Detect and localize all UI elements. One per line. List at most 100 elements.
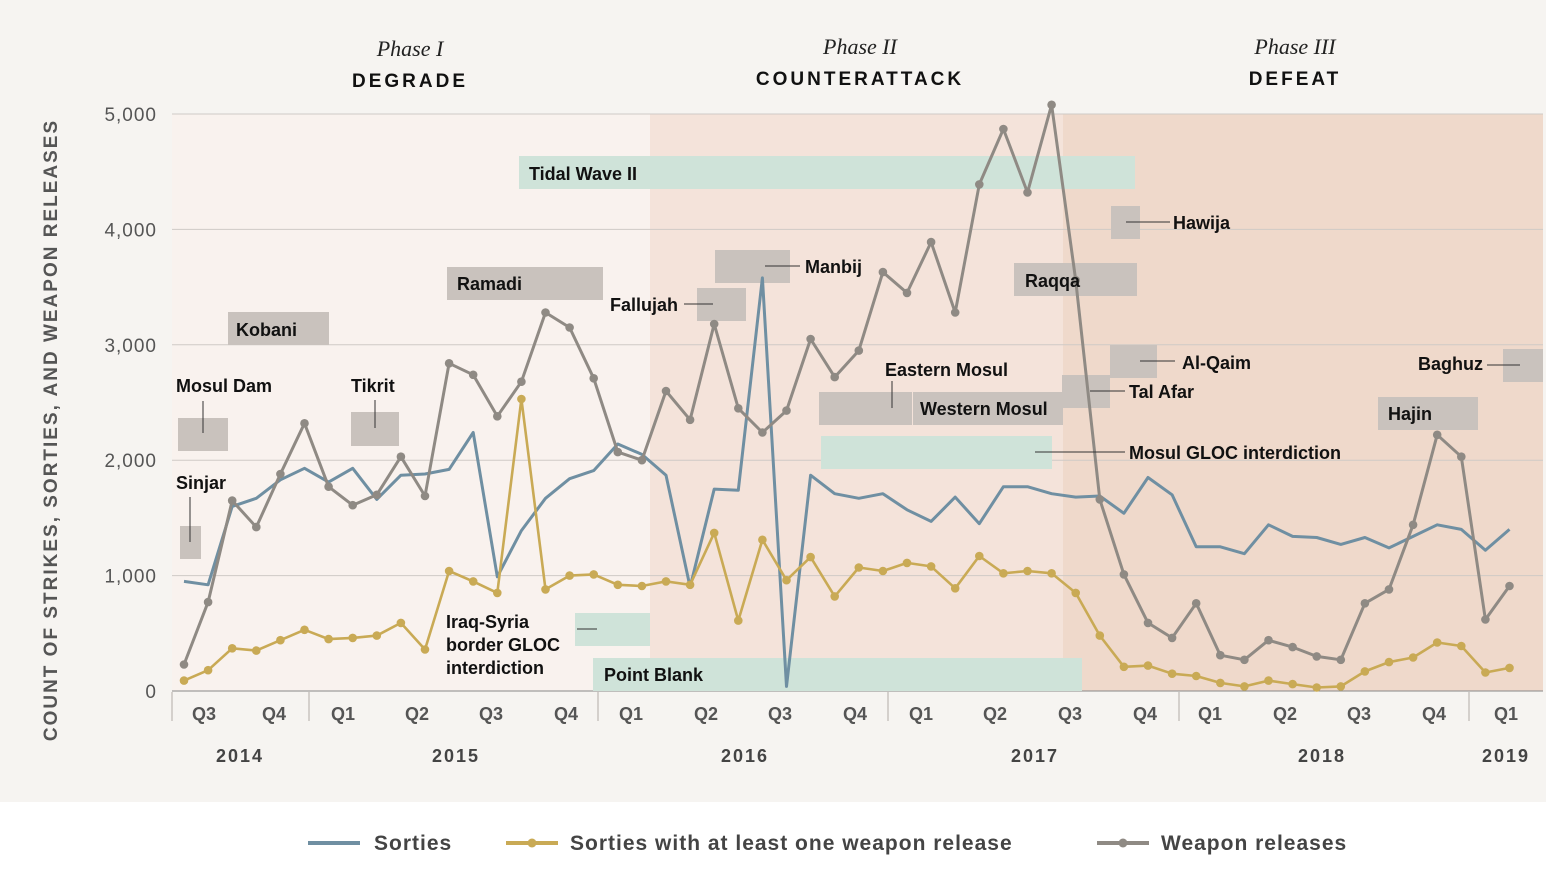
y-tick-label: 4,000 (104, 220, 157, 241)
legend: Sorties Sorties with at least one weapon… (308, 832, 1347, 855)
data-point-weapon-releases (999, 124, 1008, 134)
baghuz-label: Baghuz (1418, 354, 1483, 374)
data-point-with-release (444, 566, 454, 576)
data-point-weapon-releases (806, 334, 815, 344)
data-point-with-release (493, 588, 502, 598)
annotation-labels: Sinjar Mosul Dam Kobani Tikrit Ramadi Ti… (176, 164, 1483, 685)
mosul-gloc-label: Mosul GLOC interdiction (1129, 443, 1341, 463)
data-point-weapon-releases (1071, 275, 1080, 285)
data-point-with-release (251, 646, 261, 655)
series-line-sorties (183, 276, 1511, 688)
y-tick-label: 1,000 (104, 567, 157, 588)
phase-2-name: COUNTERATTACK (756, 69, 964, 90)
data-point-weapon-releases (1384, 585, 1394, 594)
phase-3-name: DEFEAT (1249, 69, 1342, 90)
hajin-box (1378, 397, 1478, 430)
data-point-with-release (709, 528, 719, 538)
data-point-with-release (420, 645, 430, 654)
data-point-with-release (806, 552, 815, 562)
data-point-with-release (396, 618, 406, 628)
data-point-weapon-releases (372, 490, 382, 500)
data-point-with-release (1288, 679, 1297, 689)
x-quarter-label: Q3 (768, 704, 792, 724)
data-point-with-release (1505, 663, 1514, 673)
sinjar-box (180, 526, 201, 559)
data-point-with-release (782, 575, 791, 585)
x-quarter-label: Q2 (1273, 704, 1297, 724)
data-point-weapon-releases (251, 522, 261, 532)
data-point-weapon-releases (709, 319, 719, 329)
data-point-weapon-releases (589, 374, 598, 383)
x-quarter-label: Q1 (331, 704, 355, 724)
data-point-with-release (1432, 638, 1442, 647)
data-point-with-release (950, 584, 960, 593)
data-point-weapon-releases (468, 370, 478, 380)
western-mosul-box (913, 392, 1063, 425)
data-point-with-release (227, 644, 237, 653)
iraq-syria-label-3: interdiction (446, 658, 544, 678)
data-point-with-release (1191, 671, 1201, 681)
data-point-weapon-releases (179, 660, 189, 669)
data-point-with-release (1384, 657, 1394, 667)
data-point-with-release (468, 577, 478, 586)
data-point-with-release (517, 394, 526, 404)
data-point-weapon-releases (444, 359, 454, 368)
phase-1-background (172, 114, 650, 691)
data-point-weapon-releases (541, 308, 550, 317)
phase-3-number: Phase III (1253, 34, 1337, 59)
x-quarter-label: Q2 (694, 704, 718, 724)
data-point-with-release (926, 562, 936, 571)
data-point-with-release (999, 569, 1008, 578)
data-point-with-release (1143, 661, 1153, 670)
data-point-with-release (179, 676, 189, 685)
data-point-weapon-releases (348, 500, 358, 510)
data-point-weapon-releases (975, 180, 984, 189)
data-point-weapon-releases (758, 428, 767, 437)
data-point-with-release (1240, 682, 1249, 691)
kobani-box (228, 312, 329, 345)
data-point-weapon-releases (1047, 100, 1056, 110)
x-year-label: 2016 (721, 746, 769, 766)
data-point-weapon-releases (613, 447, 623, 457)
data-point-with-release (878, 566, 888, 576)
data-point-weapon-releases (493, 412, 502, 421)
data-point-with-release (324, 634, 333, 644)
data-point-weapon-releases (1288, 642, 1297, 652)
x-quarter-label: Q4 (554, 704, 578, 724)
tidal-wave-label: Tidal Wave II (529, 164, 637, 184)
legend-weapon-releases-label: Weapon releases (1161, 832, 1347, 855)
x-quarter-label: Q4 (262, 704, 286, 724)
legend-weapon-releases-marker (1118, 838, 1128, 848)
data-point-weapon-releases (734, 404, 743, 413)
western-mosul-label: Western Mosul (920, 399, 1048, 419)
data-point-weapon-releases (203, 597, 213, 607)
manbij-label: Manbij (805, 257, 862, 277)
legend-sorties-label: Sorties (374, 832, 452, 855)
data-point-with-release (348, 633, 358, 643)
data-point-with-release (1023, 566, 1032, 576)
x-quarter-label: Q3 (1347, 704, 1371, 724)
data-point-with-release (1264, 676, 1273, 685)
data-point-with-release (758, 535, 767, 545)
x-quarter-label: Q1 (1494, 704, 1518, 724)
data-point-with-release (661, 577, 671, 586)
series-with-release (179, 394, 1514, 692)
data-point-with-release (203, 665, 213, 675)
y-tick-label: 0 (145, 682, 157, 703)
x-quarter-label: Q3 (1058, 704, 1082, 724)
iraq-syria-label-2: border GLOC (446, 635, 560, 655)
ramadi-label: Ramadi (457, 274, 522, 294)
tal-afar-label: Tal Afar (1129, 382, 1194, 402)
data-point-with-release (541, 585, 550, 594)
data-point-weapon-releases (1167, 633, 1177, 643)
x-quarter-label: Q1 (909, 704, 933, 724)
series-layer (179, 100, 1514, 692)
data-point-with-release (589, 570, 598, 579)
data-point-weapon-releases (926, 237, 936, 247)
legend-with-release-label: Sorties with at least one weapon release (570, 832, 1013, 855)
kobani-label: Kobani (236, 320, 297, 340)
data-point-with-release (637, 581, 647, 591)
iraq-syria-label-1: Iraq-Syria (446, 612, 530, 632)
